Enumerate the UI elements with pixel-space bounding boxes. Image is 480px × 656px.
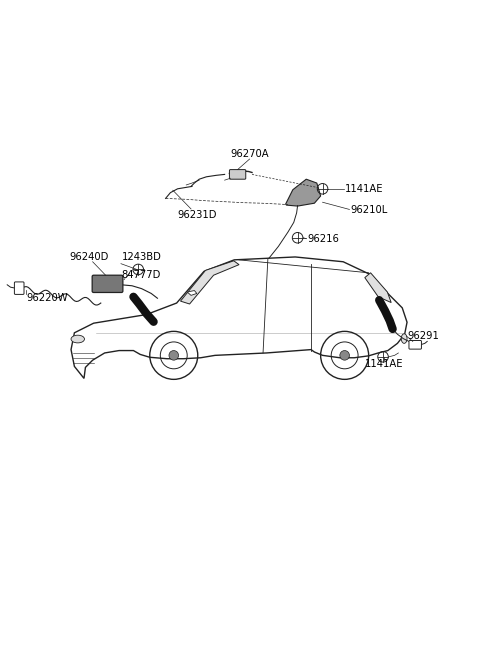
Polygon shape — [286, 179, 321, 206]
Text: 96220W: 96220W — [26, 293, 68, 304]
Text: 96291: 96291 — [407, 331, 439, 341]
Circle shape — [340, 350, 349, 360]
Text: 96270A: 96270A — [230, 149, 269, 159]
Text: 96210L: 96210L — [350, 205, 388, 215]
Text: 96231D: 96231D — [178, 211, 217, 220]
FancyBboxPatch shape — [14, 282, 24, 295]
Polygon shape — [187, 291, 197, 295]
Text: 1141AE: 1141AE — [365, 359, 403, 369]
Circle shape — [169, 350, 179, 360]
FancyBboxPatch shape — [229, 170, 246, 179]
Text: 96240D: 96240D — [70, 252, 109, 262]
Text: 84777D: 84777D — [121, 270, 161, 280]
Ellipse shape — [401, 334, 407, 343]
FancyBboxPatch shape — [409, 340, 421, 349]
Text: 96216: 96216 — [307, 234, 339, 244]
Text: 1243BD: 1243BD — [121, 252, 161, 262]
Text: 1141AE: 1141AE — [345, 184, 383, 194]
FancyBboxPatch shape — [92, 276, 123, 293]
Ellipse shape — [71, 335, 84, 343]
Polygon shape — [180, 261, 239, 304]
Polygon shape — [365, 273, 391, 302]
Polygon shape — [71, 257, 407, 379]
